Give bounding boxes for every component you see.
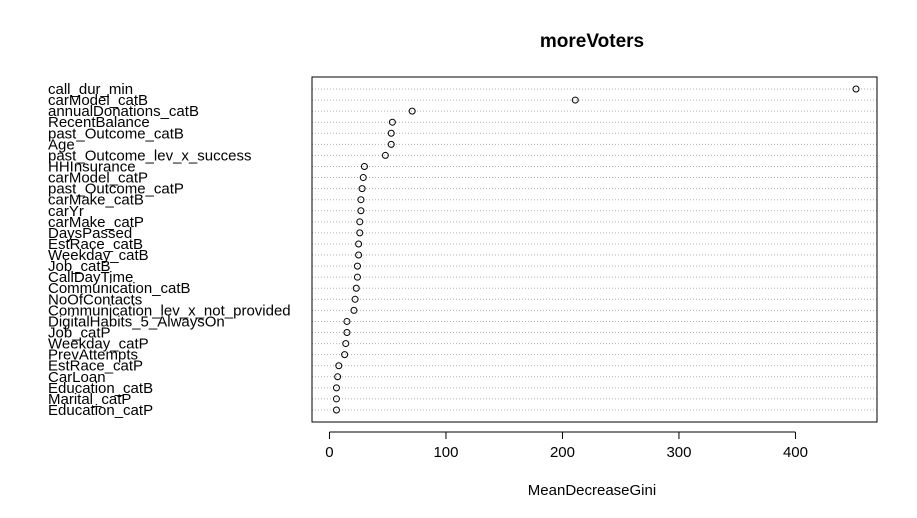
data-point: [352, 284, 360, 292]
data-point: [342, 340, 350, 348]
data-point: [343, 329, 351, 337]
data-point: [387, 140, 395, 148]
plot-frame: [311, 76, 878, 423]
data-point: [351, 295, 359, 303]
data-point: [335, 362, 343, 370]
variable-label: annualDonations_catB: [48, 103, 199, 120]
variable-label: RecentBalance: [48, 114, 150, 131]
variable-label: Job_catB: [48, 258, 111, 275]
variable-label: Marital_catP: [48, 391, 131, 408]
data-point: [355, 240, 363, 248]
data-point: [381, 151, 389, 159]
variable-label: EstRace_catB: [48, 236, 143, 253]
data-point: [355, 251, 363, 259]
variable-label: Education_catB: [48, 380, 153, 397]
data-point: [388, 118, 396, 126]
data-point: [350, 306, 358, 314]
variable-label: Communication_lev_x_not_provided: [48, 302, 291, 319]
variable-label: NoOfContacts: [48, 291, 142, 308]
grid-lines: [312, 88, 877, 411]
variable-label: DaysPassed: [48, 225, 132, 242]
variable-label: EstRace_catP: [48, 358, 143, 375]
data-point: [343, 317, 351, 325]
data-point: [341, 351, 349, 359]
data-point: [332, 384, 340, 392]
data-point: [356, 229, 364, 237]
x-axis-label: MeanDecreaseGini: [528, 482, 656, 499]
data-point: [358, 185, 366, 193]
variable-label: carModel_catB: [48, 92, 148, 109]
data-point: [408, 107, 416, 115]
x-tick-label: 0: [325, 444, 333, 461]
x-tick-label: 200: [550, 444, 575, 461]
data-points: [332, 85, 860, 414]
data-point: [359, 174, 367, 182]
variable-label: carMake_catB: [48, 192, 144, 209]
variable-label: carYr: [48, 203, 84, 220]
data-point: [353, 273, 361, 281]
data-point: [571, 96, 579, 104]
variable-label: Communication_catB: [48, 280, 191, 297]
variable-label: PrevAttempts: [48, 347, 138, 364]
x-tick-label: 300: [666, 444, 691, 461]
data-point: [353, 262, 361, 270]
data-point: [357, 207, 365, 215]
variable-labels: call_dur_mincarModel_catBannualDonations…: [48, 81, 291, 419]
variable-label: Weekday_catB: [48, 247, 149, 264]
variable-label: DigitalHabits_5_AlwaysOn: [48, 313, 225, 330]
variable-label: carModel_catP: [48, 170, 148, 187]
x-tick-label: 100: [433, 444, 458, 461]
data-point: [332, 395, 340, 403]
data-point: [357, 196, 365, 204]
data-point: [387, 129, 395, 137]
chart-title: moreVoters: [540, 31, 644, 52]
variable-label: CallDayTime: [48, 269, 133, 286]
variable-label: HHInsurance: [48, 158, 136, 175]
data-point: [334, 373, 342, 381]
data-point: [332, 406, 340, 414]
data-point: [356, 218, 364, 226]
data-point: [852, 85, 860, 93]
variable-label: Education_catP: [48, 402, 153, 419]
variable-label: past_Outcome_catP: [48, 181, 184, 198]
variable-label: call_dur_min: [48, 81, 133, 98]
variable-label: Job_catP: [48, 325, 111, 342]
variable-label: Weekday_catP: [48, 336, 149, 353]
variable-label: carMake_catP: [48, 214, 144, 231]
data-point: [360, 162, 368, 170]
variable-label: past_Outcome_lev_x_success: [48, 147, 251, 164]
x-tick-label: 400: [783, 444, 808, 461]
variable-label: Age: [48, 136, 75, 153]
variable-label: CarLoan: [48, 369, 106, 386]
x-axis: 0 100 200 300 400: [325, 431, 808, 461]
variable-label: past_Outcome_catB: [48, 125, 184, 142]
